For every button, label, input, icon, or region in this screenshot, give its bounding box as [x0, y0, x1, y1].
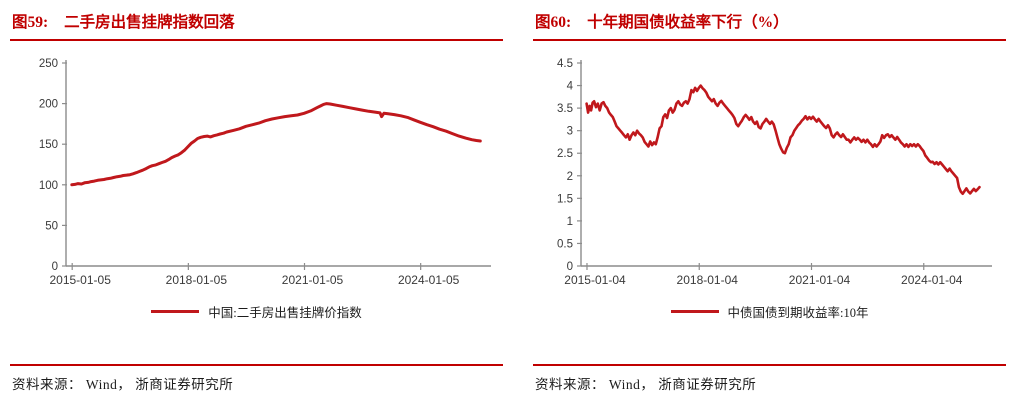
y-axis-tick-label: 2 [567, 171, 573, 183]
legend-line-swatch-icon [670, 309, 719, 313]
figure-59-legend: 中国:二手房出售挂牌价指数 [10, 302, 503, 320]
y-axis-tick-label: 3 [567, 126, 573, 138]
x-axis-tick-label: 2015-01-05 [49, 273, 111, 287]
x-axis-tick-label: 2018-01-04 [677, 273, 739, 287]
y-axis-tick-label: 0 [567, 261, 573, 273]
y-axis-tick-label: 3.5 [557, 103, 573, 115]
y-axis-tick-label: 1.5 [557, 193, 573, 205]
x-axis-tick-label: 2024-01-04 [901, 273, 963, 287]
figure-60-title-row: 图60: 十年期国债收益率下行（%） [533, 10, 1006, 34]
figure-59-title: 二手房出售挂牌指数回落 [64, 14, 235, 31]
figure-59-label: 图59: [12, 14, 49, 31]
treasury-yield-line-chart: 0 0.5 1 1.5 2 2.5 3 3.5 4 4.5 2015-01-04 2018-01-04… [557, 58, 992, 287]
y-axis-tick-label: 50 [45, 220, 58, 232]
y-axis-tick-label: 4 [567, 81, 574, 93]
x-axis-tick-label: 2021-01-05 [282, 273, 344, 287]
figure-60-chart-area: 0 0.5 1 1.5 2 2.5 3 3.5 4 4.5 2015-01-04 2018-01-04… [533, 51, 1006, 301]
x-axis-tick-label: 2024-01-05 [398, 273, 460, 287]
figure-60-source-rule [533, 364, 1006, 366]
figure-60-legend-label: 中债国债到期收益率:10年 [727, 305, 869, 320]
x-axis-tick-label: 2021-01-04 [789, 273, 851, 287]
figure-60-title: 十年期国债收益率下行（%） [587, 14, 789, 31]
listing-index-line-chart: 0 50 100 150 200 250 2015-01-05 2018-01-05 2021-… [39, 58, 491, 287]
data-series-line [585, 84, 981, 196]
figure-60-title-rule [533, 39, 1006, 41]
figure-60-legend: 中债国债到期收益率:10年 [533, 302, 1006, 320]
y-axis-tick-label: 150 [39, 139, 58, 151]
figure-59-title-row: 图59: 二手房出售挂牌指数回落 [10, 10, 503, 34]
y-axis-tick-label: 0.5 [557, 238, 573, 250]
y-axis-tick-label: 0 [52, 261, 58, 273]
y-axis-tick-label: 100 [39, 180, 58, 192]
legend-line-swatch-icon [151, 309, 200, 313]
data-series-line [70, 102, 482, 187]
x-axis-tick-label: 2015-01-04 [564, 273, 626, 287]
y-axis-tick-label: 250 [39, 58, 58, 70]
y-axis-tick-label: 1 [567, 216, 573, 228]
figure-59-source: 资料来源： Wind， 浙商证券研究所 [12, 376, 234, 392]
x-axis-tick-label: 2018-01-05 [166, 273, 228, 287]
figure-59-title-rule [10, 39, 503, 41]
figure-60-panel: 图60: 十年期国债收益率下行（%） 0 0.5 1 1.5 2 2.5 3 3.5 4 4.5 2… [533, 10, 1006, 403]
y-axis-tick-label: 200 [39, 99, 58, 111]
figure-59-chart-area: 0 50 100 150 200 250 2015-01-05 2018-01-05 2021-… [10, 51, 503, 301]
figure-60-source: 资料来源： Wind， 浙商证券研究所 [535, 376, 757, 392]
figure-59-panel: 图59: 二手房出售挂牌指数回落 0 50 100 150 200 250 2015-01-… [10, 10, 503, 403]
figure-59-source-rule [10, 364, 503, 366]
y-axis-tick-label: 4.5 [557, 58, 573, 70]
y-axis-tick-label: 2.5 [557, 148, 573, 160]
figure-60-label: 图60: [535, 14, 572, 31]
figure-59-legend-label: 中国:二手房出售挂牌价指数 [208, 305, 362, 320]
